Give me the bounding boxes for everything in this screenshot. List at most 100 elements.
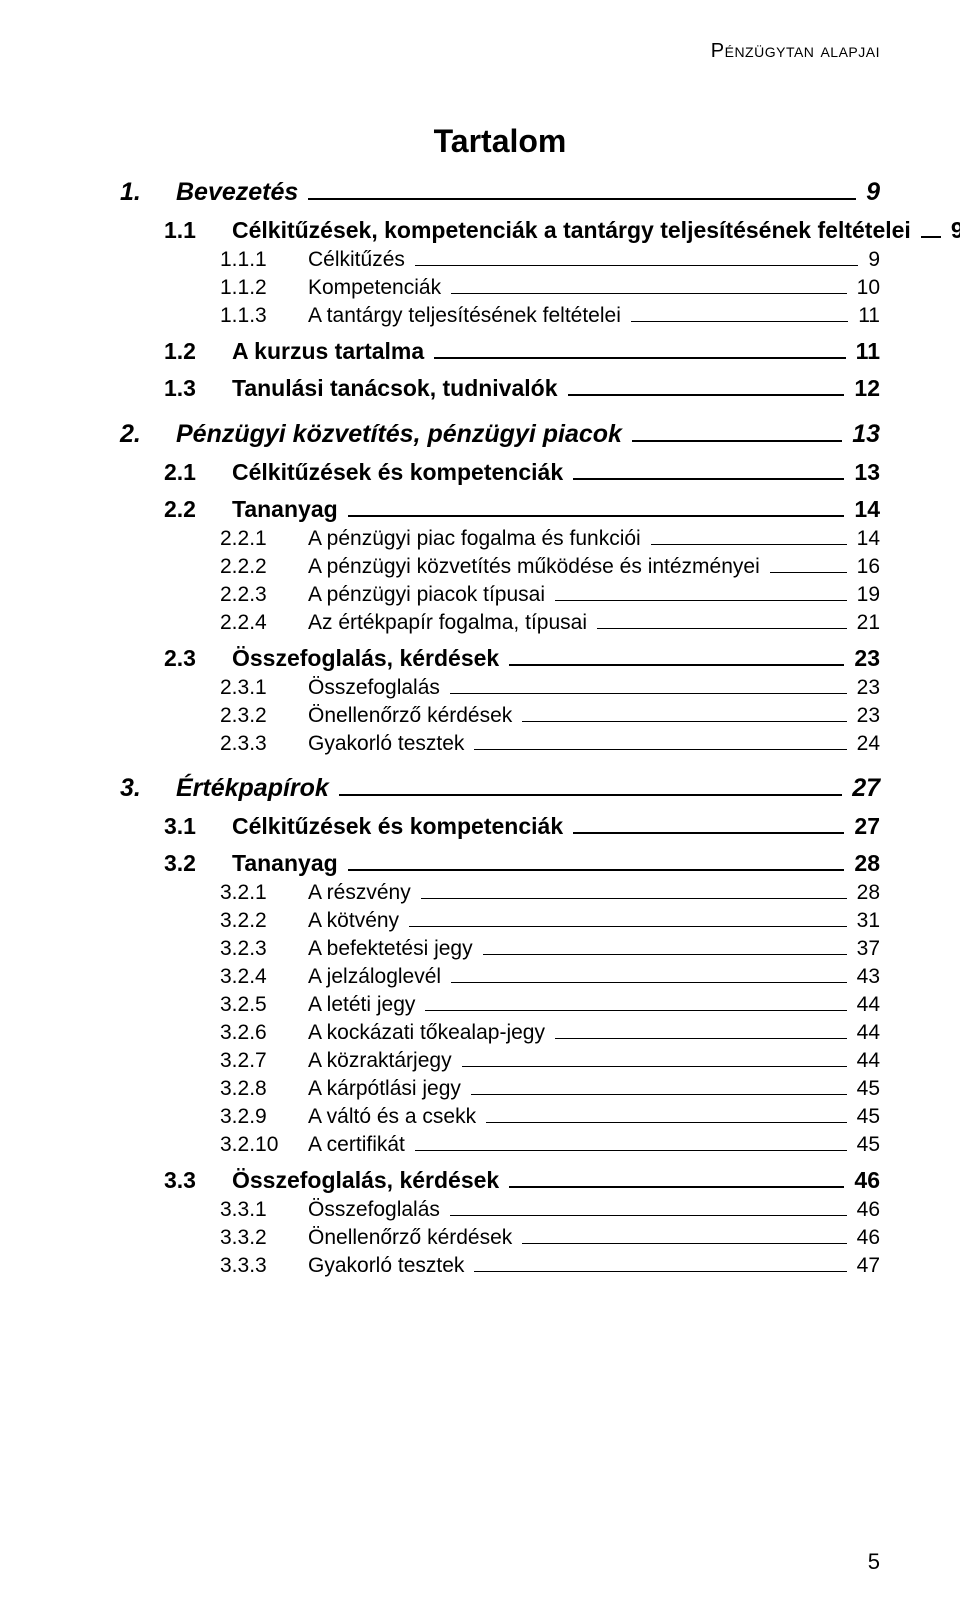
toc-entry-page: 13 (846, 420, 880, 449)
toc-entry-number: 3.3.2 (220, 1226, 308, 1250)
toc-entry: 3.2.10A certifikát 45 (220, 1133, 880, 1157)
toc-entry-label: A letéti jegy (308, 993, 421, 1017)
toc-entry: 1.Bevezetés9 (120, 178, 880, 207)
toc-entry-label: A kockázati tőkealap-jegy (308, 1021, 551, 1045)
toc-entry-page: 14 (851, 527, 880, 551)
toc-entry-page: 27 (846, 774, 880, 803)
toc-entry-page: 44 (851, 1021, 880, 1045)
toc-entry-page: 11 (852, 304, 880, 328)
document-title: Tartalom (120, 123, 880, 160)
toc-leader-line (434, 357, 846, 359)
toc-entry-page: 16 (851, 555, 880, 579)
toc-leader-line (597, 628, 847, 629)
toc-entry-page: 44 (851, 993, 880, 1017)
toc-entry-number: 3.2.5 (220, 993, 308, 1017)
toc-entry-label: A kötvény (308, 909, 405, 933)
page: Pénzügytan alapjai Tartalom 1.Bevezetés9… (0, 0, 960, 1605)
toc-entry-page: 21 (851, 611, 880, 635)
toc-entry-number: 3.2.9 (220, 1105, 308, 1129)
toc-entry: 2.Pénzügyi közvetítés, pénzügyi piacok 13 (120, 420, 880, 449)
toc-entry: 2.2.1A pénzügyi piac fogalma és funkciói… (220, 527, 880, 551)
toc-entry-number: 3.3 (164, 1167, 232, 1194)
toc-entry-label: A részvény (308, 881, 417, 905)
toc-entry: 2.3.1Összefoglalás23 (220, 676, 880, 700)
toc-entry-label: Összefoglalás (308, 1198, 446, 1222)
toc-leader-line (509, 664, 844, 666)
toc-leader-line (770, 572, 847, 573)
toc-leader-line (415, 265, 858, 266)
toc-entry-label: Összefoglalás, kérdések (232, 1167, 505, 1194)
running-header: Pénzügytan alapjai (120, 40, 880, 63)
toc-entry-number: 3.2.7 (220, 1049, 308, 1073)
toc-entry: 3.1Célkitűzések és kompetenciák27 (164, 813, 880, 840)
toc-entry-number: 3. (120, 774, 176, 803)
toc-entry-number: 2.1 (164, 459, 232, 486)
toc-entry-page: 44 (851, 1049, 880, 1073)
toc-entry-number: 2.3.2 (220, 704, 308, 728)
toc-entry-page: 45 (851, 1105, 880, 1129)
toc-entry-number: 1.1 (164, 217, 232, 244)
toc-entry: 2.3Összefoglalás, kérdések23 (164, 645, 880, 672)
toc-entry-label: Bevezetés (176, 178, 304, 207)
toc-entry-number: 3.2 (164, 850, 232, 877)
toc-entry-page: 14 (848, 496, 880, 523)
toc-entry: 3.2.8A kárpótlási jegy45 (220, 1077, 880, 1101)
toc-entry-number: 3.2.6 (220, 1021, 308, 1045)
toc-leader-line (421, 898, 847, 899)
toc-leader-line (471, 1094, 847, 1095)
toc-entry: 3.3Összefoglalás, kérdések46 (164, 1167, 880, 1194)
toc-entry-page: 12 (848, 375, 880, 402)
toc-entry-page: 46 (851, 1198, 880, 1222)
toc-entry-label: Az értékpapír fogalma, típusai (308, 611, 593, 635)
toc-leader-line (486, 1122, 847, 1123)
toc-entry: 2.2.2A pénzügyi közvetítés működése és i… (220, 555, 880, 579)
toc-entry-number: 3.2.10 (220, 1133, 308, 1157)
toc-leader-line (555, 1038, 847, 1039)
toc-entry-page: 45 (851, 1133, 880, 1157)
toc-leader-line (555, 600, 847, 601)
toc-entry-number: 1.1.2 (220, 276, 308, 300)
toc-entry-number: 2.2.1 (220, 527, 308, 551)
toc-entry-label: A befektetési jegy (308, 937, 479, 961)
toc-entry-number: 1.3 (164, 375, 232, 402)
toc-entry-number: 3.2.2 (220, 909, 308, 933)
toc-leader-line (415, 1150, 847, 1151)
toc-entry-page: 19 (851, 583, 880, 607)
toc-entry-number: 1.1.1 (220, 248, 308, 272)
toc-leader-line (450, 1215, 847, 1216)
toc-entry-page: 23 (851, 704, 880, 728)
toc-entry: 1.1.2Kompetenciák10 (220, 276, 880, 300)
toc-leader-line (450, 693, 847, 694)
toc-entry-number: 2.2.2 (220, 555, 308, 579)
toc-entry-label: Gyakorló tesztek (308, 732, 470, 756)
toc-entry-label: A pénzügyi közvetítés működése és intézm… (308, 555, 766, 579)
toc-leader-line (308, 198, 856, 200)
toc-leader-line (409, 926, 847, 927)
toc-entry-number: 3.2.3 (220, 937, 308, 961)
toc-leader-line (451, 982, 847, 983)
toc-entry-page: 13 (848, 459, 880, 486)
toc-entry-label: A certifikát (308, 1133, 411, 1157)
toc-entry: 3.2.4A jelzáloglevél43 (220, 965, 880, 989)
toc-entry: 3.2.1A részvény 28 (220, 881, 880, 905)
toc-entry-page: 28 (851, 881, 880, 905)
toc-entry: 3.2.2A kötvény31 (220, 909, 880, 933)
toc-entry-label: Önellenőrző kérdések (308, 1226, 518, 1250)
toc-entry: 2.1Célkitűzések és kompetenciák13 (164, 459, 880, 486)
toc-leader-line (651, 544, 847, 545)
toc-leader-line (483, 954, 847, 955)
toc-leader-line (425, 1010, 846, 1011)
toc-entry-label: Értékpapírok (176, 774, 335, 803)
toc-entry: 3.2.9A váltó és a csekk45 (220, 1105, 880, 1129)
toc-entry-number: 1.1.3 (220, 304, 308, 328)
toc-entry-number: 3.2.1 (220, 881, 308, 905)
toc-entry-label: Pénzügyi közvetítés, pénzügyi piacok (176, 420, 628, 449)
toc-entry-label: Kompetenciák (308, 276, 447, 300)
toc-entry-label: Önellenőrző kérdések (308, 704, 518, 728)
toc-entry: 1.1.1Célkitűzés9 (220, 248, 880, 272)
toc-entry: 2.2Tananyag14 (164, 496, 880, 523)
toc-entry-number: 2. (120, 420, 176, 449)
toc-entry-label: A kárpótlási jegy (308, 1077, 467, 1101)
toc-entry-label: Célkitűzés (308, 248, 411, 272)
page-number: 5 (868, 1549, 880, 1575)
